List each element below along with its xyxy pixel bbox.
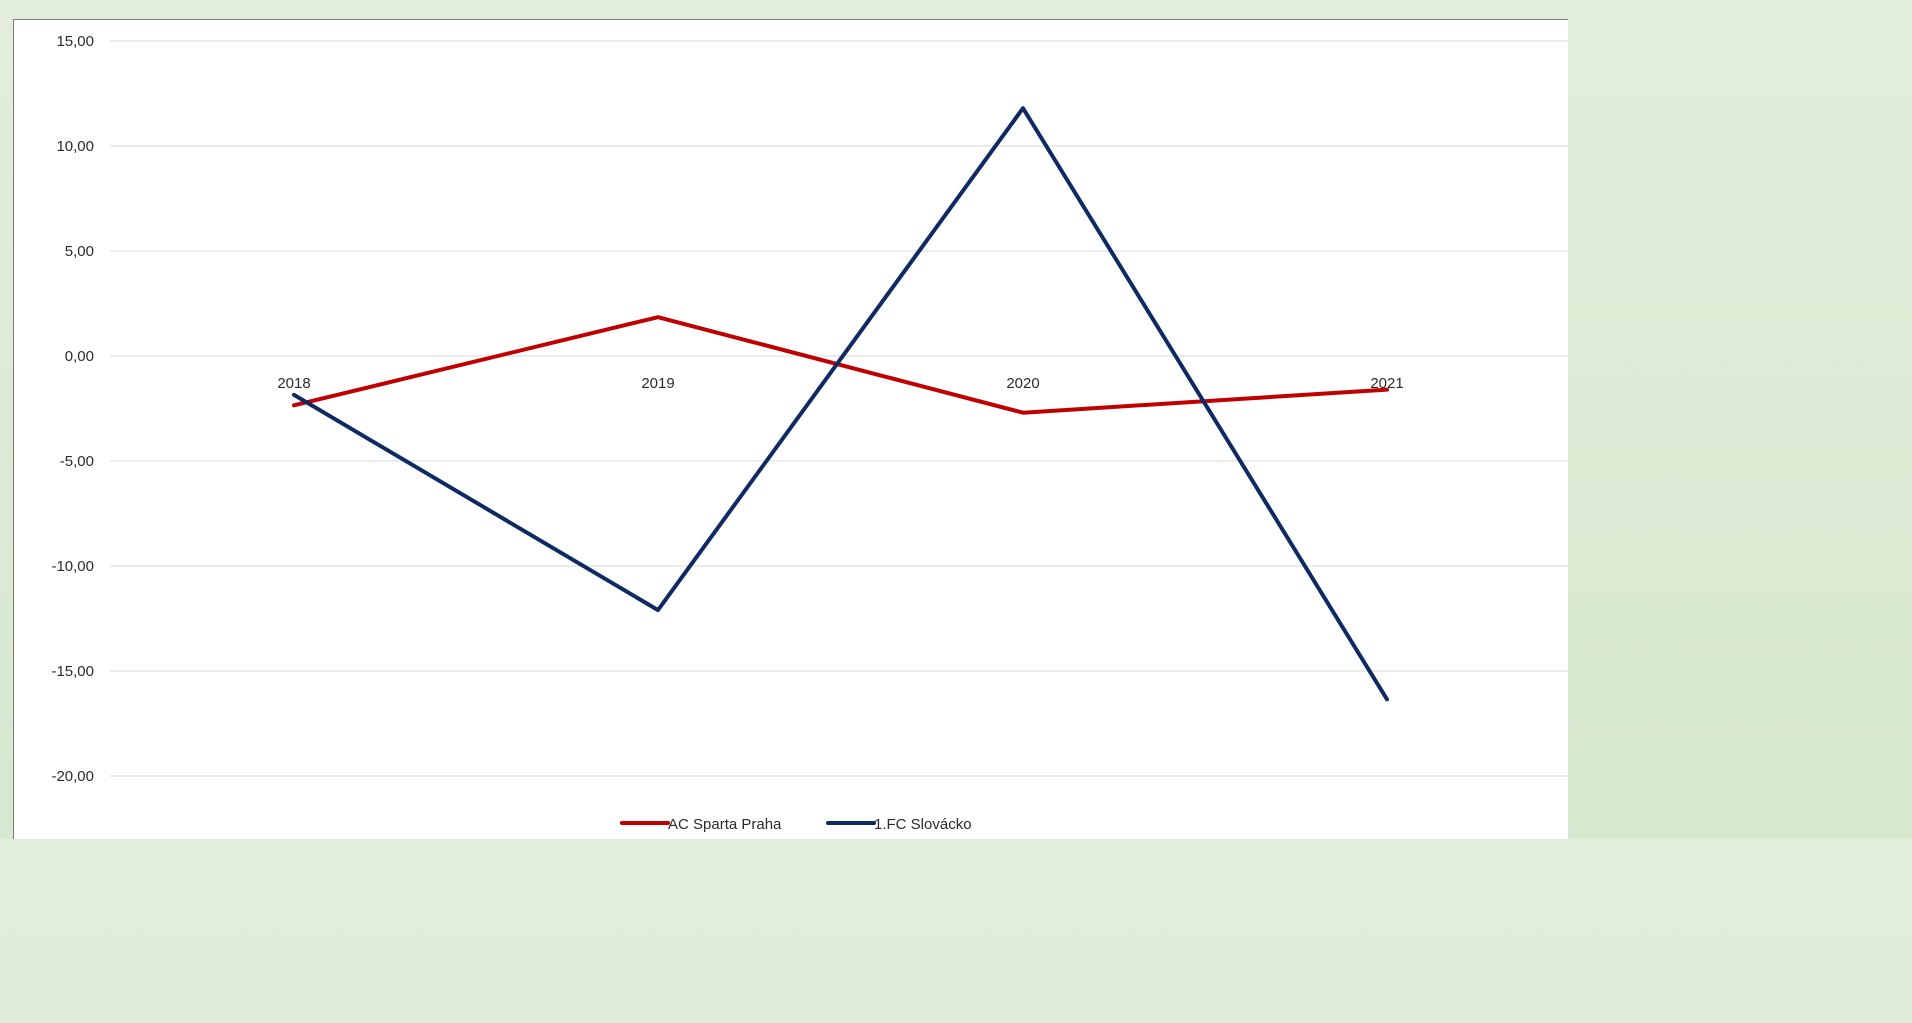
legend-label: 1.FC Slovácko	[874, 816, 972, 833]
y-tick-label: 0,00	[65, 348, 94, 365]
legend-label: AC Sparta Praha	[668, 816, 782, 833]
series-line-1	[292, 315, 1389, 415]
line-chart: 15,00 10,00 5,00 0,00 -5,00 -10,00 -15,00 -20,0…	[51, 33, 1568, 833]
y-tick-label: -5,00	[60, 453, 94, 470]
y-tick-label: 15,00	[56, 33, 94, 50]
y-tick-label: -15,00	[51, 663, 94, 680]
series-line-2	[292, 106, 1389, 702]
x-tick-label: 2020	[1006, 375, 1039, 392]
x-tick-label: 2021	[1370, 375, 1403, 392]
y-tick-label: -20,00	[51, 768, 94, 785]
y-axis-tick-labels: 15,00 10,00 5,00 0,00 -5,00 -10,00 -15,00 -20,0…	[51, 33, 94, 785]
y-tick-label: 10,00	[56, 138, 94, 155]
legend: AC Sparta Praha 1.FC Slovácko	[620, 816, 972, 833]
x-tick-label: 2019	[641, 375, 674, 392]
x-tick-label: 2018	[277, 375, 310, 392]
gridlines	[110, 40, 1568, 777]
y-tick-label: 5,00	[65, 243, 94, 260]
y-tick-label: -10,00	[51, 558, 94, 575]
series-lines	[292, 106, 1389, 702]
x-axis-tick-labels: 2018 2019 2020 2021	[277, 375, 1403, 392]
